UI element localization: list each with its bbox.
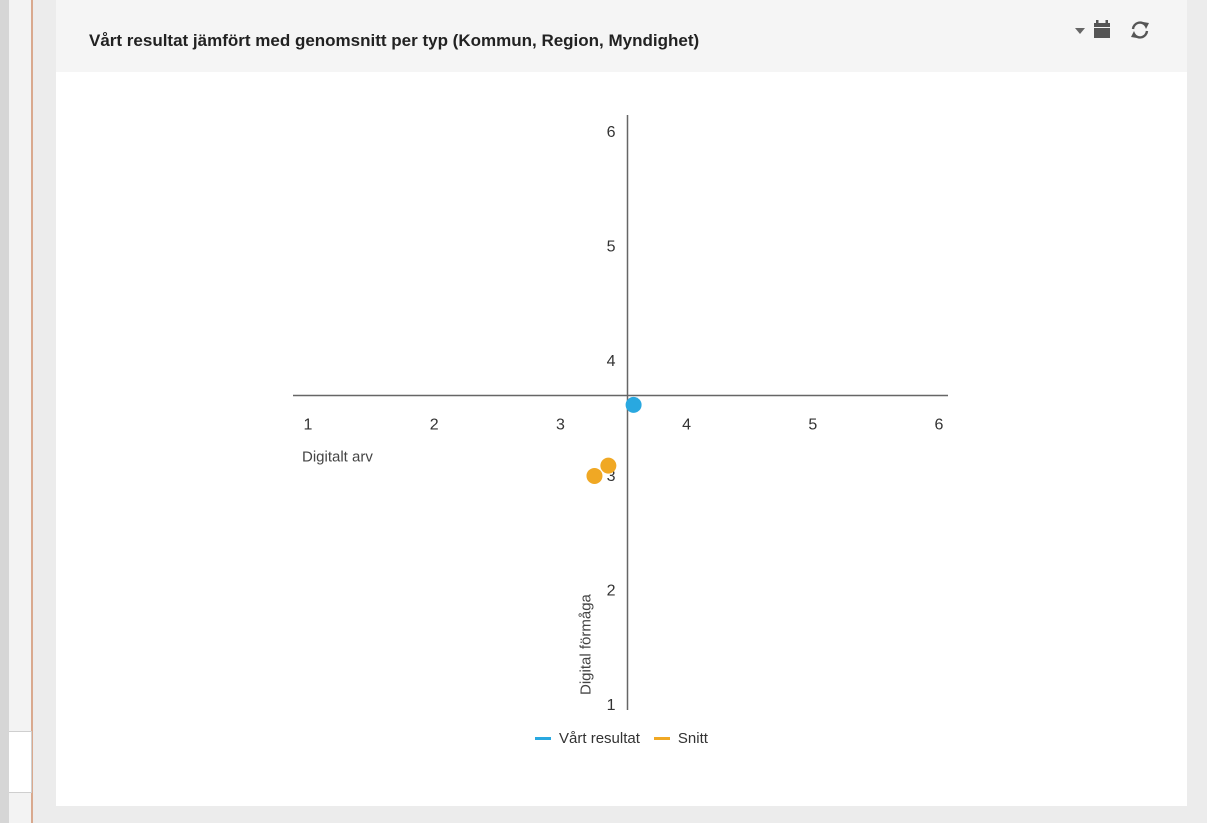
- legend-swatch: [535, 737, 552, 740]
- left-edge-strip: [0, 0, 9, 823]
- y-tick-label: 2: [607, 582, 616, 599]
- left-side-panel: [9, 0, 33, 823]
- x-tick-label: 4: [682, 417, 691, 434]
- data-point[interactable]: [600, 457, 617, 474]
- left-panel-box: [9, 731, 32, 793]
- x-tick-label: 3: [556, 417, 565, 434]
- y-tick-label: 5: [607, 239, 616, 256]
- data-point[interactable]: [625, 396, 642, 413]
- scatter-chart: 1 2 3 4 5 6 1 2 3 4 5 6 Digitalt arv Digital förmåga: [293, 115, 948, 714]
- data-point[interactable]: [586, 467, 603, 484]
- x-axis-title: Digitalt arv: [302, 449, 373, 466]
- chart-title: Vårt resultat jämfört med genomsnitt per…: [89, 31, 700, 50]
- x-tick-label: 1: [304, 417, 313, 434]
- legend-item[interactable]: Vårt resultat: [535, 730, 640, 747]
- y-tick-label: 3: [607, 468, 616, 485]
- legend-label: Vårt resultat: [559, 730, 640, 747]
- dropdown-caret-icon[interactable]: [1074, 23, 1086, 41]
- card-header: Vårt resultat jämfört med genomsnitt per…: [56, 0, 1187, 72]
- y-tick-label: 6: [607, 124, 616, 141]
- legend-swatch: [653, 737, 670, 740]
- chart-legend: Vårt resultat Snitt: [56, 730, 1187, 747]
- chart-card: Vårt resultat jämfört med genomsnitt per…: [56, 0, 1187, 806]
- y-tick-label: 4: [607, 353, 616, 370]
- x-tick-label: 6: [935, 417, 944, 434]
- y-tick-label: 1: [607, 697, 616, 714]
- y-axis-title: Digital förmåga: [578, 593, 595, 695]
- refresh-icon[interactable]: [1129, 19, 1151, 46]
- x-tick-label: 2: [430, 417, 439, 434]
- legend-label: Snitt: [677, 730, 708, 747]
- legend-item[interactable]: Snitt: [653, 730, 708, 747]
- x-tick-label: 5: [808, 417, 817, 434]
- calendar-icon[interactable]: [1093, 19, 1111, 44]
